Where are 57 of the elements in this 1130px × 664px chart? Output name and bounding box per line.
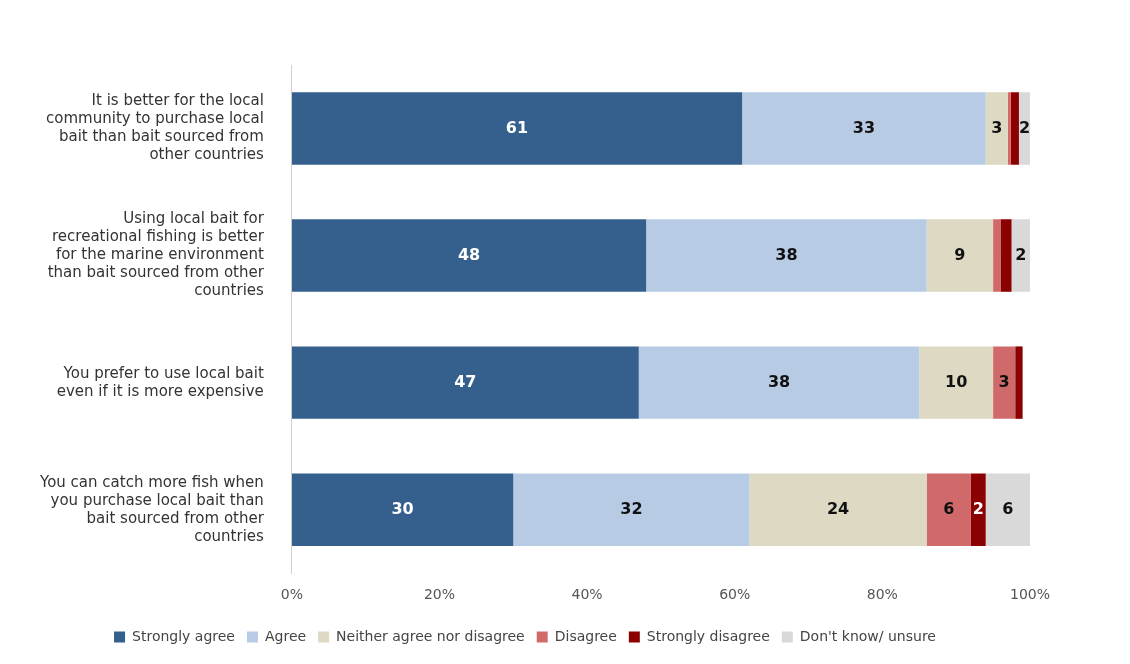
x-tick-label: 40% [571,586,603,603]
bar [742,92,986,165]
data-label: 2 [972,498,984,518]
data-label: 3 [998,371,1010,391]
bar [985,473,1030,546]
data-label: 6 [1002,498,1014,518]
legend-label: Don't know/ unsure [799,627,936,644]
legend-label: Agree [264,627,307,644]
y-tick-label: You can catch more fish when you purchase local bait than bait sourced from other countries [38,472,265,545]
data-label: 47 [454,371,477,391]
x-tick-label: 100% [1009,586,1051,603]
bar [638,346,920,419]
data-label: 24 [826,498,850,518]
data-label: 9 [954,244,966,264]
bar [291,92,743,165]
data-label: 10 [945,371,968,391]
y-tick-label: You prefer to use local bait even if it is more expensive [56,363,264,400]
legend-label: Neither agree nor disagree [336,627,525,644]
data-label: 2 [1015,244,1027,264]
data-label: 61 [505,117,529,137]
bar [749,473,927,546]
data-label: 33 [852,117,876,137]
bar [919,346,994,419]
bar [1018,92,1030,165]
y-tick-label: It is better for the local community to purchase local bait than bait sourced from other countries [46,91,265,164]
x-tick-label: 20% [423,586,456,603]
data-label: 30 [391,498,414,518]
bar [1015,346,1023,419]
bar [993,346,1016,419]
bar [646,219,927,292]
bar [993,219,1001,292]
legend-label: Strongly agree [132,627,235,644]
data-label: 3 [991,117,1003,137]
bar [291,219,647,292]
legend-label: Strongly disagree [646,627,770,644]
data-label: 2 [1018,117,1031,137]
data-label: 6 [943,498,955,518]
data-label: 38 [767,371,791,391]
legend-label: Disagree [554,627,617,644]
data-label: 48 [457,244,481,264]
bar [926,219,994,292]
bar [1011,219,1030,292]
bar [970,473,986,546]
bar [291,473,514,546]
x-tick-label: 60% [719,586,751,603]
x-tick-label: 0% [280,586,303,603]
bar [1010,92,1019,165]
bar [513,473,750,546]
bar [291,346,639,419]
y-tick-label: Using local bait for recreational fishing is better for the marine environment than bait sourced from other countries [47,209,265,300]
bar [1007,92,1011,165]
data-label: 32 [620,498,643,518]
x-tick-label: 80% [866,586,898,603]
data-label: 38 [775,244,798,264]
bar [1000,219,1012,292]
bar [926,473,971,546]
bar [985,92,1008,165]
